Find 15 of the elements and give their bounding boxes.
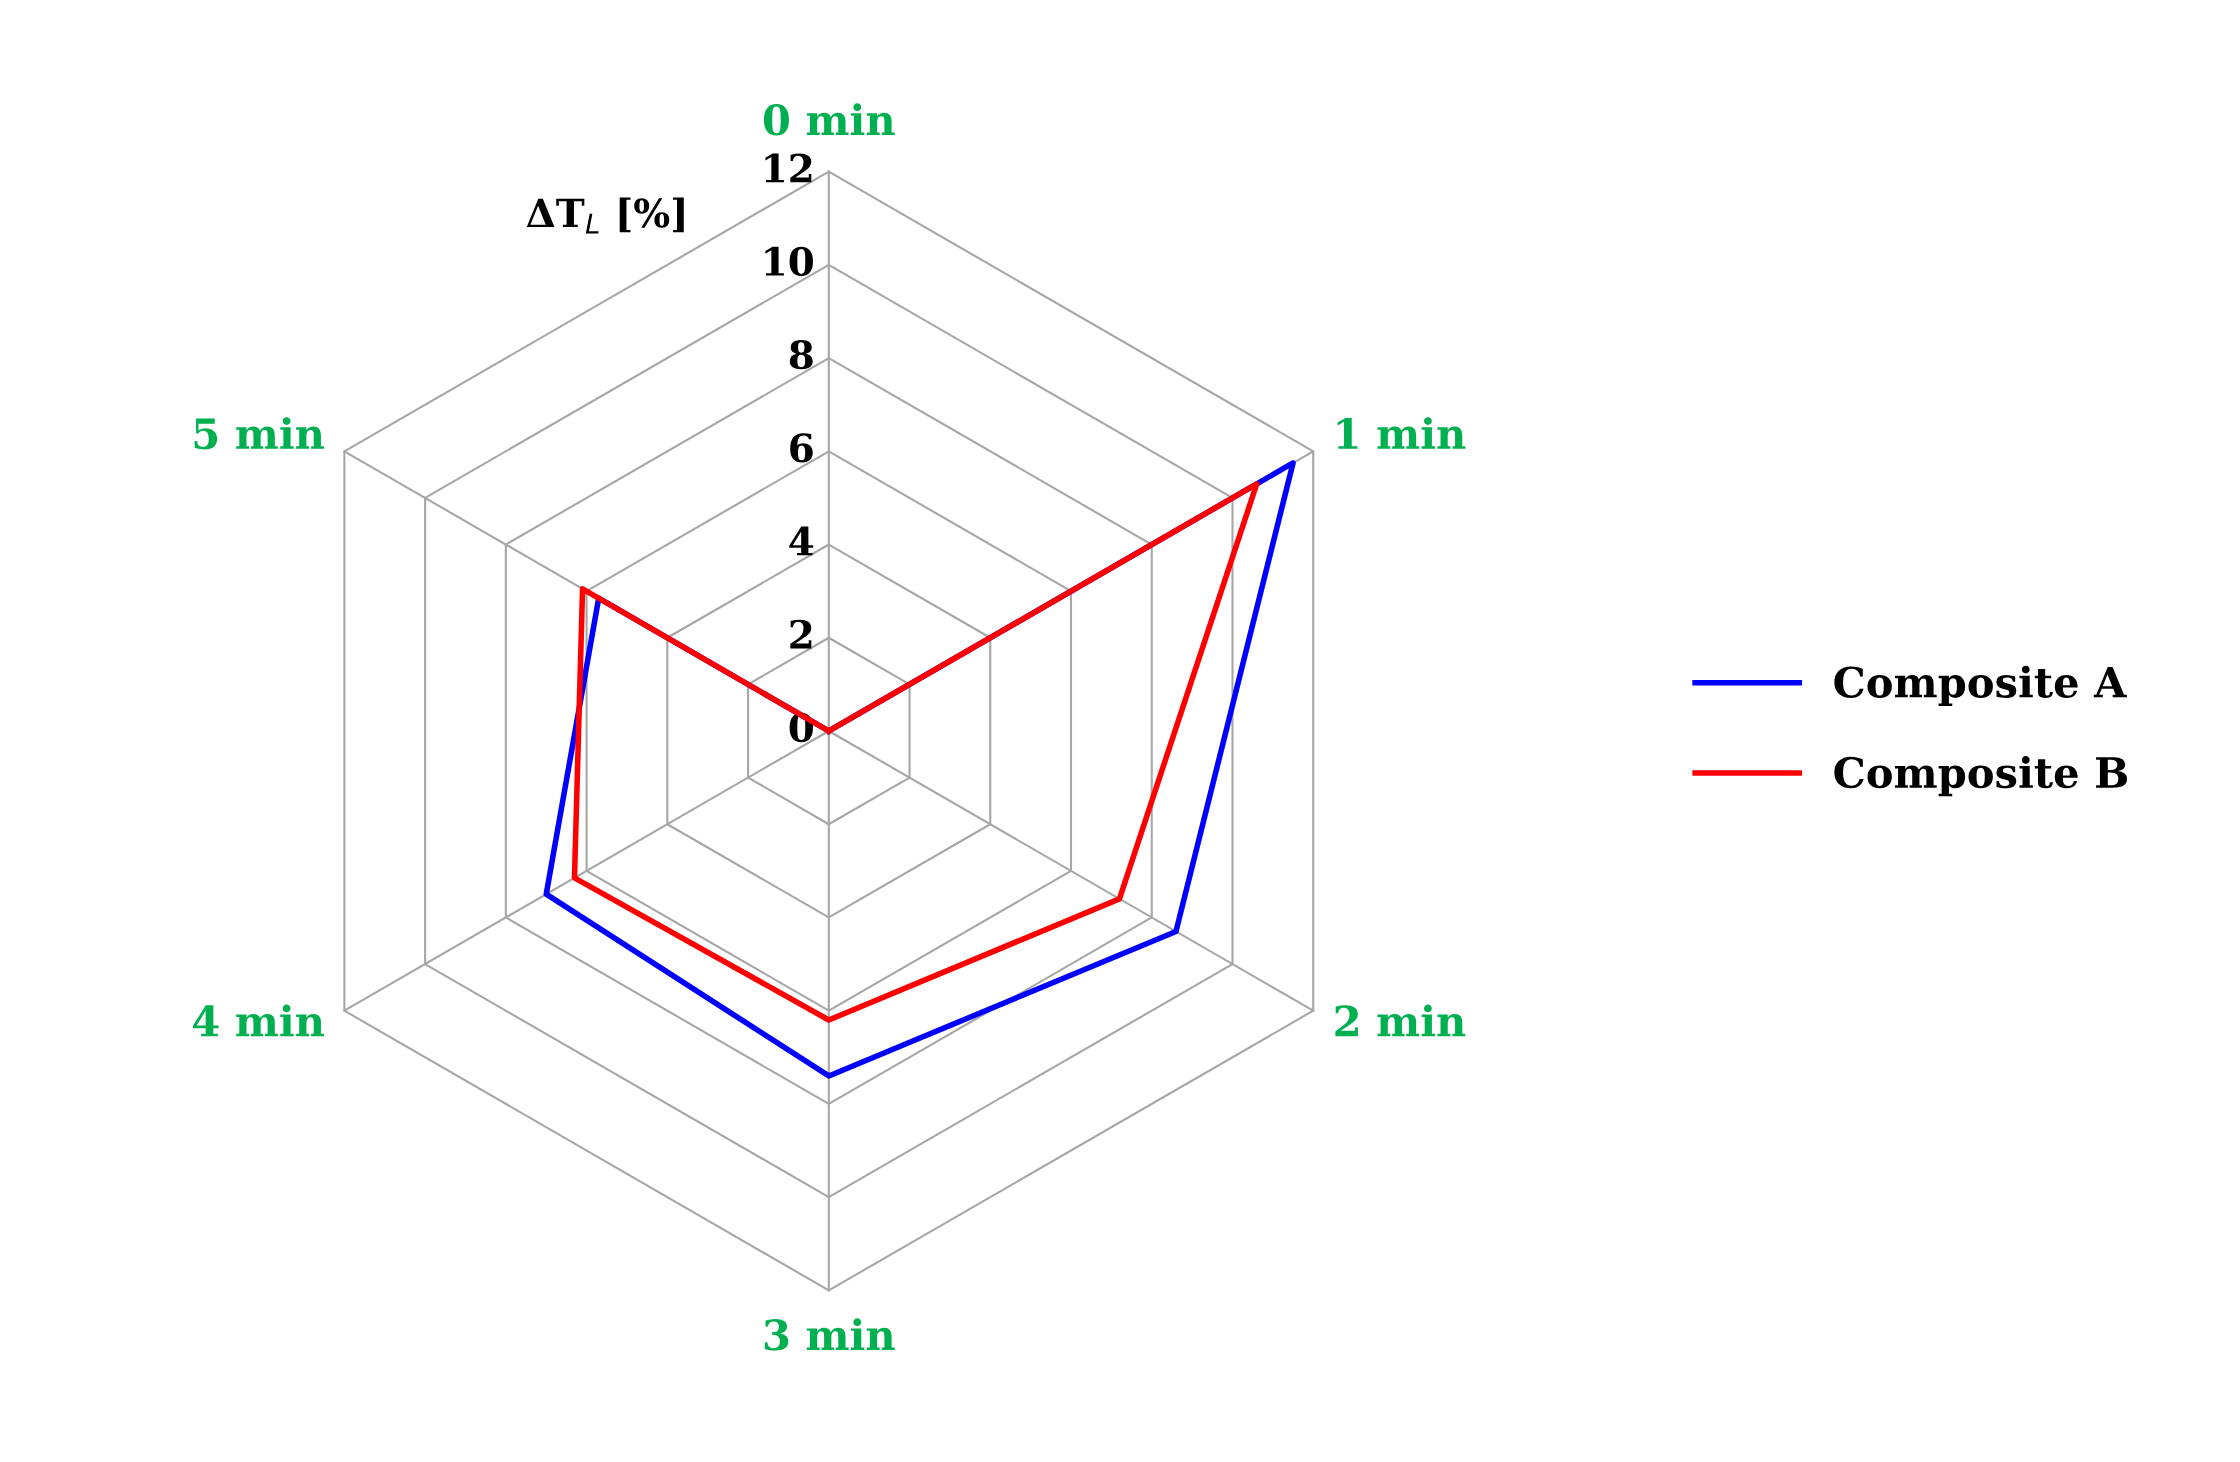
text: ΔT$_{L}$ [%]: [526, 197, 684, 234]
spoke-label: 2 min: [1335, 1004, 1466, 1037]
legend-label: Composite B: [1834, 756, 2128, 797]
legend-label: Composite A: [1834, 665, 2127, 706]
spoke-label: 1 min: [1337, 417, 1466, 449]
y-tick-label: 12: [765, 153, 812, 183]
y-tick-label: 4: [789, 526, 814, 556]
y-tick-label: 8: [789, 339, 813, 370]
spoke-label: 0 min: [763, 103, 895, 136]
y-tick-label: 10: [765, 246, 813, 277]
spoke-label: 4 min: [193, 1004, 325, 1037]
y-tick-label: 6: [790, 433, 813, 463]
y-tick-label: 2: [790, 619, 812, 649]
spoke-label: 3 min: [764, 1318, 895, 1351]
spoke-label: 5 min: [194, 417, 325, 450]
